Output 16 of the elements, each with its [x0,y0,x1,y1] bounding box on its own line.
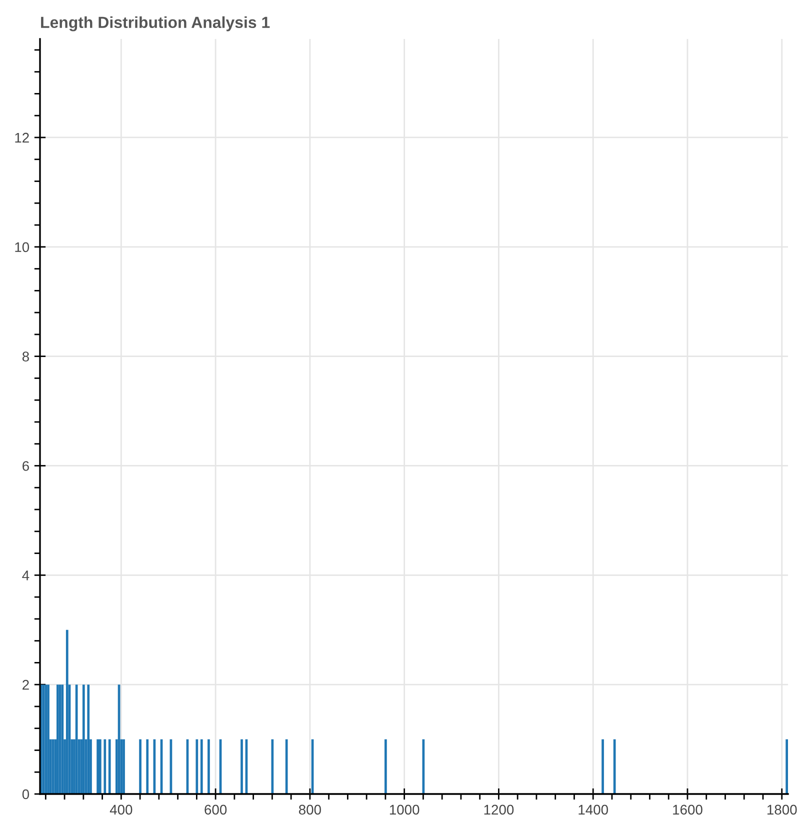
x-tick-label: 400 [110,804,132,815]
y-tick-label: 4 [22,570,30,580]
x-tick-label: 1800 [767,804,797,815]
x-tick-label: 1000 [390,804,420,815]
y-tick-label: 0 [22,789,30,800]
x-tick-label: 800 [298,804,321,815]
x-tick-label: 1200 [484,804,514,815]
x-tick-label: 1600 [673,804,702,815]
y-tick-label: 8 [22,352,29,362]
y-tick-label: 2 [22,680,29,690]
chart-title: Length Distribution Analysis 1 [41,16,270,32]
x-tick-label: 600 [204,804,227,815]
y-tick-label: 10 [15,242,30,252]
y-tick-label: 12 [15,132,29,143]
y-tick-label: 6 [22,461,29,471]
x-tick-label: 1400 [578,804,608,815]
